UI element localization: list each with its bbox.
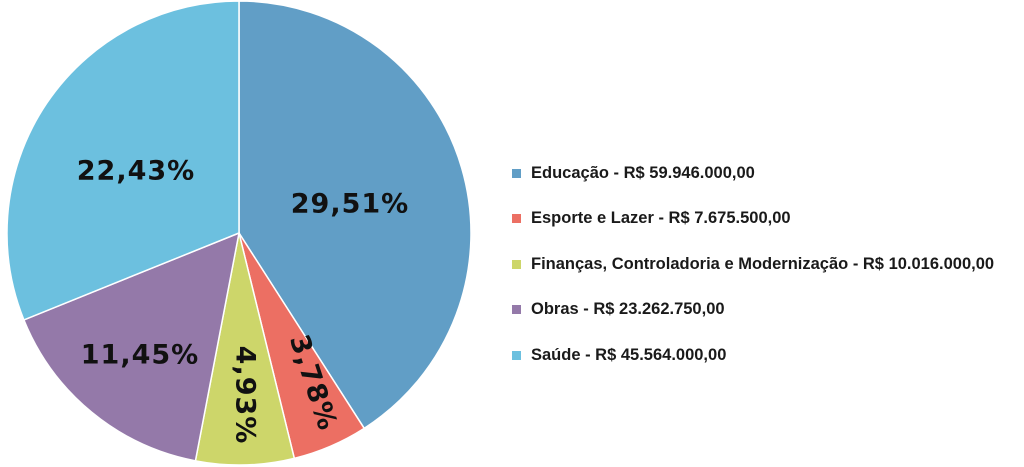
legend-item: Saúde - R$ 45.564.000,00	[512, 344, 994, 366]
legend-label: Finanças, Controladoria e Modernização -…	[531, 254, 995, 273]
slice-percent-label: 22,43%	[77, 156, 195, 187]
pie-chart: 29,51%3,78%4,93%11,45%22,43%	[6, 0, 472, 466]
legend-item: Esporte e Lazer - R$ 7.675.500,00	[512, 208, 994, 230]
legend-swatch	[512, 168, 521, 178]
legend-swatch	[512, 305, 521, 314]
slice-percent-label: 11,45%	[81, 340, 199, 371]
legend-label: Saúde - R$ 45.564.000,00	[531, 345, 727, 364]
legend-label: Educação - R$ 59.946.000,00	[531, 163, 755, 182]
legend-item: Obras - R$ 23.262.750,00	[512, 299, 994, 321]
slice-percent-label: 4,93%	[230, 346, 261, 445]
slice-percent-label: 29,51%	[291, 189, 409, 220]
pie-slice	[238, 0, 472, 430]
legend-item: Educação - R$ 59.946.000,00	[512, 162, 994, 184]
legend-swatch	[512, 259, 521, 269]
legend-item: Finanças, Controladoria e Modernização -…	[512, 253, 994, 275]
pie-slice	[22, 231, 240, 462]
legend: Educação - R$ 59.946.000,00 Esporte e La…	[512, 162, 994, 390]
legend-label: Esporte e Lazer - R$ 7.675.500,00	[531, 209, 791, 227]
pie-slice	[6, 0, 240, 321]
legend-label: Obras - R$ 23.262.750,00	[531, 300, 725, 318]
legend-swatch	[512, 214, 521, 223]
legend-swatch	[512, 350, 521, 360]
